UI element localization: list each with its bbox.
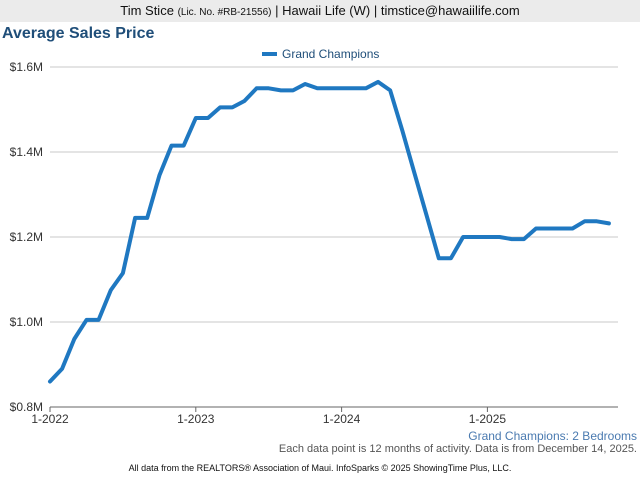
x-tick-label: 1-2023 [177,412,215,426]
x-tick-label: 1-2025 [469,412,507,426]
agent-name: Tim Stice [120,3,174,18]
footnote: Each data point is 12 months of activity… [278,443,637,455]
y-tick-label: $1.4M [10,145,43,159]
x-tick-label: 1-2022 [31,412,69,426]
x-axis: 1-2022 1-2023 1-2024 1-2025 [31,406,618,426]
legend-label: Grand Champions [282,47,379,61]
chart-title: Average Sales Price [2,25,155,42]
subtitle-label: Grand Champions: 2 Bedrooms [468,429,637,443]
grid-lines [50,66,618,408]
y-tick-label: $0.8M [10,400,43,414]
footer: All data from the REALTORS® Association … [128,463,512,473]
series-lines [48,79,611,384]
y-tick-label: $1.0M [10,315,43,329]
y-axis-ticks: $0.8M $1.0M $1.2M $1.4M $1.6M [10,60,43,414]
series-line [48,79,611,384]
header-bar: Tim Stice (Lic. No. #RB-21556) | Hawaii … [0,0,640,22]
license-number: (Lic. No. #RB-21556) [177,7,272,18]
y-tick-label: $1.6M [10,60,43,74]
x-tick-label: 1-2024 [323,412,361,426]
agent-contact: | Hawaii Life (W) | timstice@hawaiilife.… [275,3,520,18]
legend: Grand Champions [262,47,379,61]
y-tick-label: $1.2M [10,230,43,244]
